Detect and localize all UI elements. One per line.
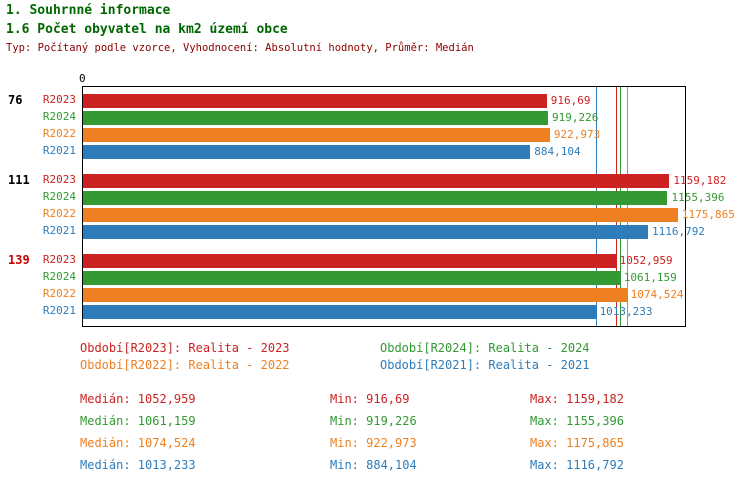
- series-row-label: R2024: [42, 270, 76, 283]
- series-row-label: R2022: [42, 287, 76, 300]
- bar-row: 1175,865: [83, 208, 735, 222]
- bar-row: 922,973: [83, 128, 685, 142]
- median-line: [595, 87, 597, 326]
- plot-area: 916,69 919,226 922,973 884,104 1159,182 1155,…: [82, 86, 735, 327]
- legend-item: Období[R2022]: Realita - 2022: [80, 358, 290, 372]
- bar-value-label: 916,69: [550, 94, 591, 107]
- bar: [83, 145, 531, 159]
- bar-row: 1052,959: [83, 254, 685, 268]
- bar-row: 1116,792: [83, 225, 705, 239]
- legend-item: Období[R2023]: Realita - 2023: [80, 341, 290, 355]
- series-row-label: R2021: [42, 144, 76, 157]
- bar-row: 1013,233: [83, 305, 685, 319]
- bar: [83, 305, 596, 319]
- bar-value-label: 1052,959: [619, 254, 673, 267]
- bar-value-label: 884,104: [534, 145, 581, 158]
- stat-min: Min: 916,69: [330, 392, 410, 406]
- stat-min: Min: 884,104: [330, 458, 417, 472]
- series-row-label: R2023: [42, 253, 76, 266]
- bar: [83, 225, 648, 239]
- stat-median: Medián: 1013,233: [80, 458, 196, 472]
- bar-value-label: 1013,233: [599, 305, 653, 318]
- legend-item: Období[R2021]: Realita - 2021: [380, 358, 590, 372]
- series-row-label: R2024: [42, 190, 76, 203]
- legend-item: Období[R2024]: Realita - 2024: [380, 341, 590, 355]
- chart-subtitle: Typ: Počítaný podle vzorce, Vyhodnocení:…: [6, 42, 474, 54]
- bar-value-label: 1175,865: [681, 208, 735, 221]
- stats-table: Medián: 1052,959 Min: 916,69 Max: 1159,182…: [0, 392, 750, 476]
- median-line: [626, 87, 628, 326]
- group-label: 139: [8, 253, 30, 267]
- median-line: [619, 87, 621, 326]
- chart-legend: Období[R2023]: Realita - 2023 Období[R202…: [0, 341, 750, 381]
- bar-chart: 916,69 919,226 922,973 884,104 1159,182 1155,…: [0, 86, 750, 327]
- series-row-label: R2023: [42, 93, 76, 106]
- bar: [83, 254, 616, 268]
- series-row-label: R2024: [42, 110, 76, 123]
- bar: [83, 288, 627, 302]
- bar-row: 916,69: [83, 94, 685, 108]
- bar: [83, 208, 678, 222]
- stat-row: Medián: 1061,159 Min: 919,226 Max: 1155,39…: [0, 414, 750, 436]
- stat-max: Max: 1159,182: [530, 392, 624, 406]
- bar: [83, 128, 550, 142]
- stat-max: Max: 1155,396: [530, 414, 624, 428]
- series-row-label: R2023: [42, 173, 76, 186]
- median-line: [615, 87, 617, 326]
- stat-median: Medián: 1061,159: [80, 414, 196, 428]
- bar-value-label: 1074,524: [630, 288, 684, 301]
- bar-row: 1159,182: [83, 174, 726, 188]
- bar-row: 1155,396: [83, 191, 724, 205]
- series-row-label: R2022: [42, 127, 76, 140]
- section-title: 1.6 Počet obyvatel na km2 území obce: [6, 22, 288, 37]
- group-label: 76: [8, 93, 23, 107]
- stat-min: Min: 919,226: [330, 414, 417, 428]
- group-label: 111: [8, 173, 30, 187]
- bar: [83, 111, 549, 125]
- stat-median: Medián: 1052,959: [80, 392, 196, 406]
- x-axis-origin-label: 0: [79, 72, 86, 85]
- stat-row: Medián: 1074,524 Min: 922,973 Max: 1175,86…: [0, 436, 750, 458]
- stat-max: Max: 1175,865: [530, 436, 624, 450]
- bar-value-label: 1159,182: [673, 174, 727, 187]
- bar-value-label: 1155,396: [671, 191, 725, 204]
- bar: [83, 94, 547, 108]
- page-title: 1. Souhrnné informace: [6, 3, 171, 18]
- bar-row: 1074,524: [83, 288, 685, 302]
- bar: [83, 271, 620, 285]
- stat-median: Medián: 1074,524: [80, 436, 196, 450]
- bar-value-label: 1061,159: [623, 271, 677, 284]
- bar: [83, 174, 670, 188]
- bar-row: 919,226: [83, 111, 685, 125]
- series-row-label: R2021: [42, 304, 76, 317]
- series-row-label: R2022: [42, 207, 76, 220]
- bar-value-label: 919,226: [552, 111, 599, 124]
- bar-value-label: 1116,792: [651, 225, 705, 238]
- stat-min: Min: 922,973: [330, 436, 417, 450]
- bar-value-label: 922,973: [553, 128, 601, 141]
- stat-row: Medián: 1052,959 Min: 916,69 Max: 1159,182: [0, 392, 750, 414]
- series-row-label: R2021: [42, 224, 76, 237]
- stat-max: Max: 1116,792: [530, 458, 624, 472]
- bar-row: 884,104: [83, 145, 685, 159]
- bar: [83, 191, 668, 205]
- stat-row: Medián: 1013,233 Min: 884,104 Max: 1116,79…: [0, 458, 750, 480]
- bar-row: 1061,159: [83, 271, 685, 285]
